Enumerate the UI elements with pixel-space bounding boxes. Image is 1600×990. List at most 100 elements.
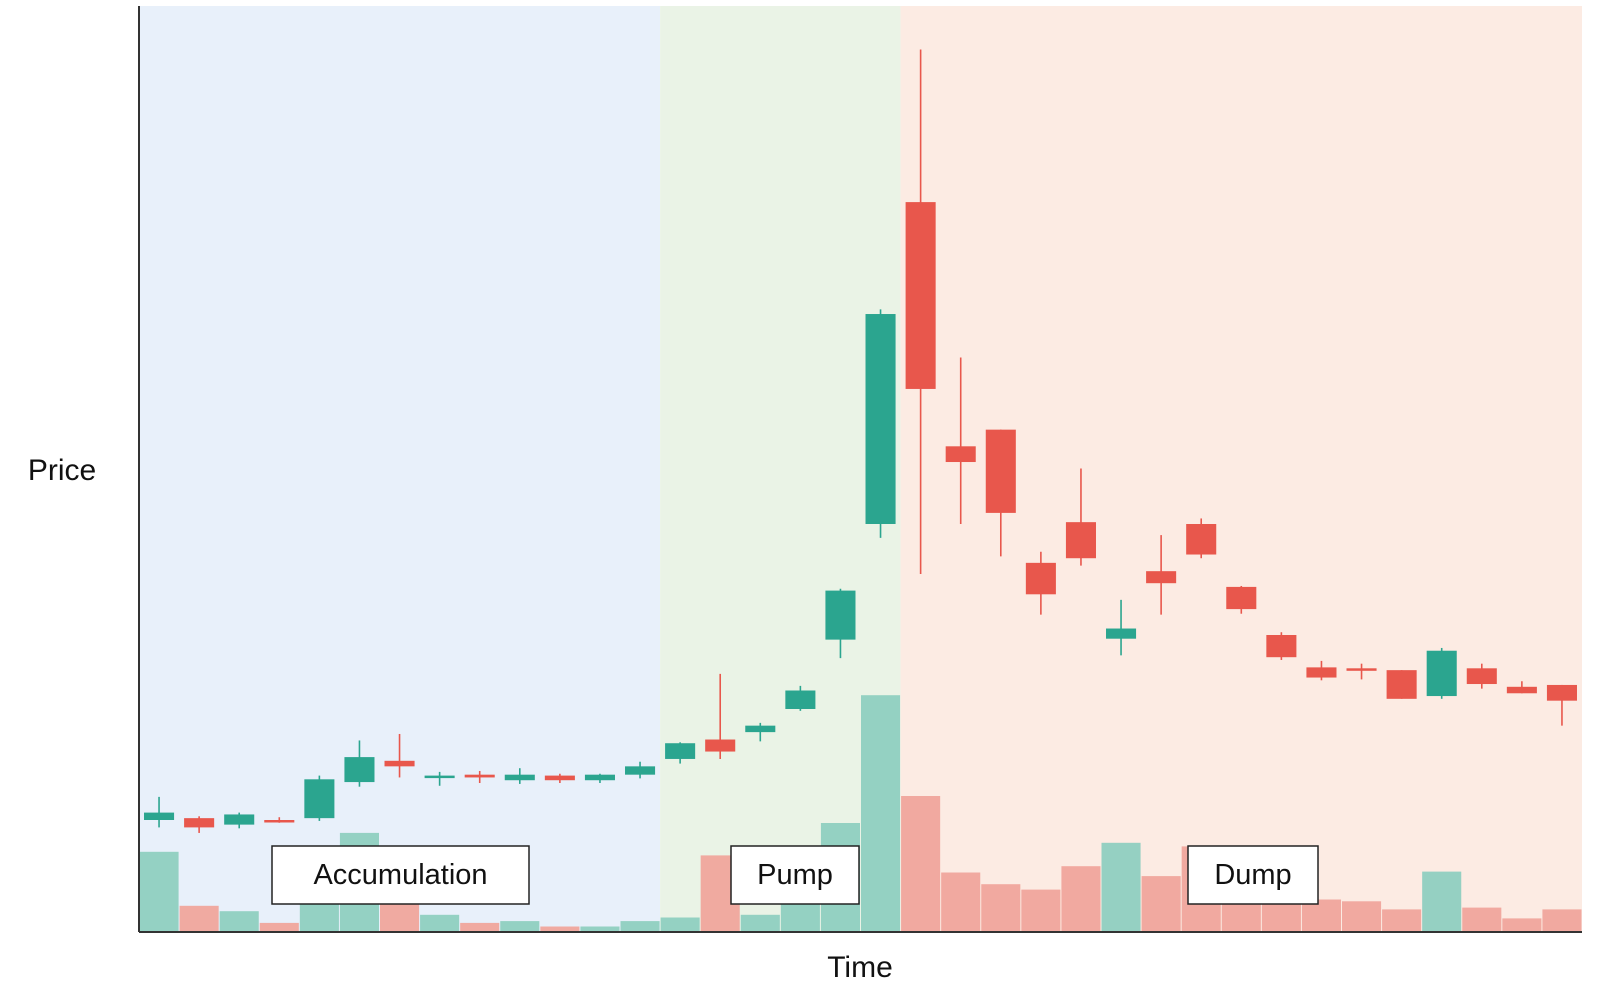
- candlestick: [1266, 632, 1297, 660]
- candlestick: [1546, 684, 1577, 726]
- candlestick: [584, 773, 615, 783]
- candlestick: [1146, 535, 1177, 615]
- candlestick: [785, 685, 816, 711]
- candlestick: [464, 770, 495, 783]
- candle-body: [224, 814, 255, 825]
- candle-body: [985, 429, 1016, 513]
- volume-bar: [420, 914, 460, 931]
- candlestick: [504, 768, 535, 784]
- volume-bar: [1502, 918, 1542, 931]
- volume-bar: [1382, 909, 1422, 931]
- phase-label-box: [271, 845, 530, 905]
- volume-bar: [620, 921, 660, 931]
- candle-body: [304, 779, 335, 819]
- volume-bar: [1141, 876, 1181, 931]
- candlesticks-layer: [144, 49, 1577, 833]
- volume-bar: [981, 884, 1021, 931]
- candlestick: [1306, 660, 1337, 681]
- candle-body: [1266, 635, 1297, 658]
- candlestick: [745, 722, 776, 742]
- candlestick: [224, 812, 255, 829]
- volume-bar: [500, 921, 540, 931]
- candlestick: [144, 796, 175, 828]
- candlestick: [384, 733, 415, 778]
- candle-body: [945, 446, 976, 463]
- candle-body: [1466, 668, 1497, 685]
- candle-body: [1306, 667, 1337, 678]
- candle-body: [625, 766, 656, 775]
- candlestick: [1426, 647, 1457, 699]
- candle-body: [144, 812, 175, 820]
- candlestick: [1346, 663, 1377, 680]
- candlestick: [1186, 518, 1217, 559]
- candlestick: [825, 588, 856, 659]
- volume-bar: [1542, 909, 1582, 931]
- candlestick: [544, 773, 575, 783]
- candle-body: [705, 739, 736, 752]
- y-axis-title: Price: [28, 454, 96, 487]
- phase-label-text: Pump: [757, 859, 833, 891]
- phase-labels-layer: Accumulation Pump Dump: [271, 845, 1319, 905]
- candle-body: [584, 774, 615, 781]
- candlestick: [625, 761, 656, 779]
- candlestick: [424, 771, 455, 786]
- volume-bar: [259, 922, 299, 931]
- phase-region-accumulation: [139, 6, 661, 931]
- candle-body: [745, 725, 776, 733]
- candle-body: [825, 590, 856, 640]
- volume-bar: [740, 914, 780, 931]
- candlestick: [905, 49, 936, 574]
- candle-body: [464, 774, 495, 778]
- volume-bar: [1101, 842, 1141, 931]
- candle-body: [384, 760, 415, 767]
- phase-label-text: Accumulation: [313, 859, 487, 891]
- phase-region-pump: [660, 6, 901, 931]
- axes-layer: Price Time: [28, 6, 1582, 984]
- candlestick: [1506, 681, 1537, 694]
- volume-bar: [1462, 907, 1502, 931]
- phase-label-text: Dump: [1214, 859, 1291, 891]
- volume-bar: [861, 695, 901, 931]
- candlestick: [1065, 468, 1096, 566]
- volume-bar: [139, 851, 179, 931]
- volume-bar: [1061, 866, 1101, 931]
- candle-body: [865, 314, 896, 524]
- phase-label-pump: Pump: [730, 845, 860, 905]
- phase-label-box: [1187, 845, 1319, 905]
- candle-body: [184, 818, 215, 828]
- candlestick: [865, 309, 896, 538]
- candlestick: [264, 817, 295, 823]
- volume-bar: [540, 926, 580, 931]
- candle-body: [1146, 571, 1177, 584]
- volume-bar: [780, 904, 820, 931]
- candlestick: [1226, 585, 1257, 614]
- candle-body: [1386, 670, 1417, 699]
- phase-label-box: [730, 845, 860, 905]
- phase-label-dump: Dump: [1187, 845, 1319, 905]
- candle-body: [1065, 522, 1096, 559]
- candle-body: [544, 775, 575, 781]
- volume-bar: [179, 905, 219, 931]
- candle-body: [905, 202, 936, 389]
- candle-body: [1106, 628, 1137, 639]
- volume-bar: [1342, 901, 1382, 931]
- candle-body: [1426, 650, 1457, 697]
- candle-body: [504, 774, 535, 781]
- candle-body: [1546, 684, 1577, 701]
- candle-body: [344, 757, 375, 783]
- volume-bar: [219, 911, 259, 931]
- candle-body: [1186, 524, 1217, 555]
- candlestick: [705, 673, 736, 759]
- candlestick: [665, 742, 696, 764]
- volume-bar: [1021, 889, 1061, 931]
- candle-body: [1226, 586, 1257, 610]
- volume-bar: [901, 796, 941, 931]
- candle-body: [264, 820, 295, 823]
- candlestick: [1466, 663, 1497, 689]
- candlestick: [184, 816, 215, 833]
- candle-body: [1025, 562, 1056, 595]
- candlestick: [945, 357, 976, 524]
- candlestick: [344, 740, 375, 787]
- x-axis-title: Time: [827, 951, 893, 984]
